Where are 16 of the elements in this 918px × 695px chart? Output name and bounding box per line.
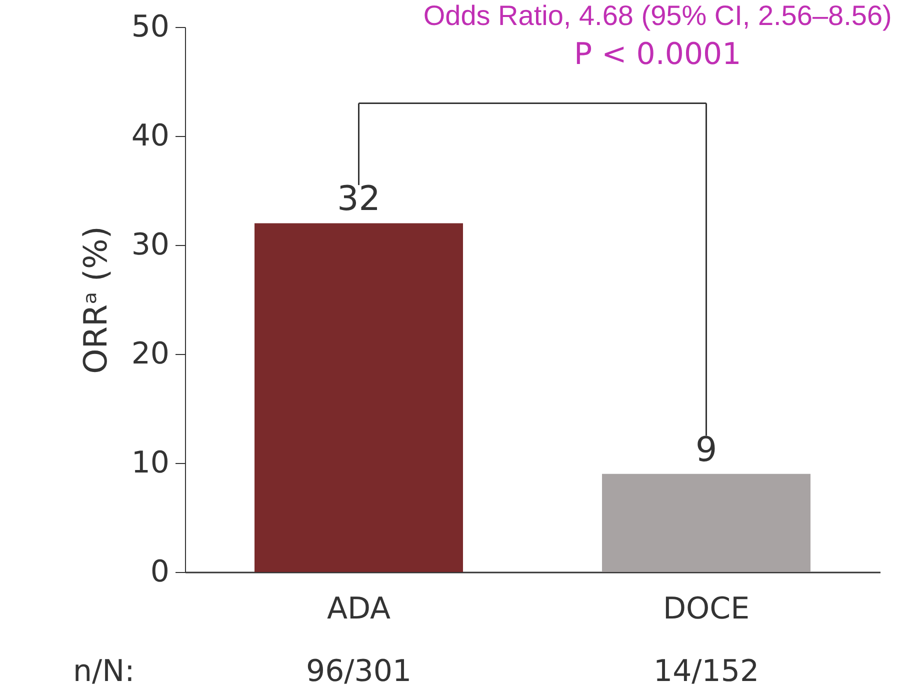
y-tick-label: 10 xyxy=(131,446,170,480)
text: 96/301 xyxy=(306,654,412,689)
text: 14/152 xyxy=(653,654,760,689)
annotation: Odds Ratio, 4.68 (95% CI, 2.56–8.56) xyxy=(423,0,892,31)
annotation: P < 0.0001 xyxy=(574,37,742,72)
x-tick-label: DOCE xyxy=(662,592,750,626)
data-label: 9 xyxy=(695,430,718,470)
y-tick-label: 40 xyxy=(131,118,170,154)
y-tick-label: 50 xyxy=(131,10,170,44)
y-tick-label: 20 xyxy=(131,336,170,372)
y-tick-label: 30 xyxy=(131,228,170,262)
text: n/N: xyxy=(73,654,135,689)
y-tick-label: 0 xyxy=(150,554,170,590)
y-axis-title: ORRᵃ (%) xyxy=(76,226,114,374)
data-label: 32 xyxy=(337,179,380,220)
x-tick-label: ADA xyxy=(326,592,392,626)
